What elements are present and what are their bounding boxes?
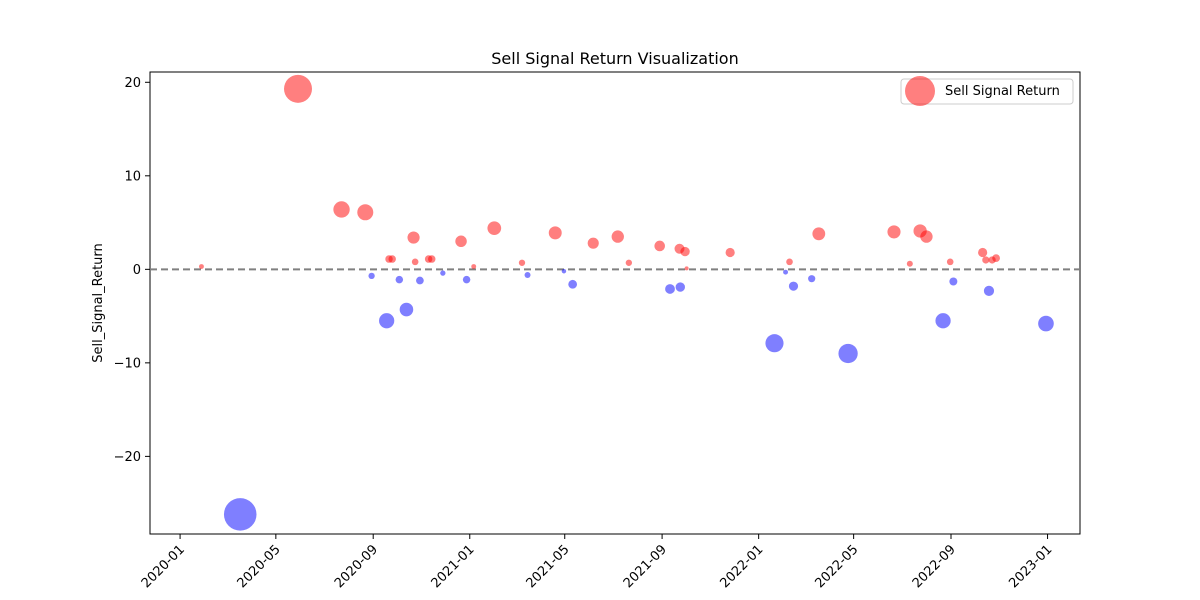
y-tick-label: 0 <box>133 263 141 278</box>
data-point <box>992 254 1000 262</box>
plot-area <box>149 71 1081 535</box>
data-point <box>471 264 477 269</box>
data-point <box>920 230 933 243</box>
data-point <box>524 271 531 278</box>
data-point <box>399 302 414 317</box>
data-point <box>838 343 858 364</box>
data-point <box>946 258 954 266</box>
data-point <box>675 282 685 292</box>
x-tick-label: 2020-09 <box>332 542 381 591</box>
y-axis: −20 −10 0 10 20 <box>114 76 150 465</box>
data-points <box>198 74 1054 531</box>
data-point <box>935 313 951 329</box>
data-point <box>587 237 599 249</box>
x-tick-label: 2022-09 <box>910 542 959 591</box>
data-point <box>684 266 689 271</box>
data-point <box>407 231 420 244</box>
plot-frame <box>149 71 1081 535</box>
x-tick-label: 2021-09 <box>621 542 670 591</box>
data-point <box>548 226 562 240</box>
data-point <box>223 498 257 531</box>
data-point <box>611 230 624 243</box>
legend-marker <box>905 76 935 106</box>
data-point <box>357 204 374 221</box>
data-point <box>284 74 313 103</box>
legend-label: Sell Signal Return <box>945 84 1060 99</box>
data-point <box>368 272 375 280</box>
data-point <box>411 258 419 266</box>
data-point <box>765 334 784 353</box>
data-point <box>198 264 204 269</box>
y-tick-label: −20 <box>114 450 141 465</box>
data-point <box>983 285 995 296</box>
data-point <box>518 259 526 266</box>
data-point <box>416 276 424 285</box>
legend: Sell Signal Return <box>900 76 1074 106</box>
data-point <box>455 235 467 248</box>
data-point <box>333 201 350 218</box>
x-tick-label: 2021-01 <box>429 542 478 591</box>
x-tick-label: 2022-05 <box>812 542 861 591</box>
data-point <box>680 246 690 257</box>
y-axis-label: Sell_Signal_Return <box>91 243 106 363</box>
x-tick-label: 2022-01 <box>717 542 766 591</box>
y-tick-label: 20 <box>124 76 141 91</box>
chart-title: Sell Signal Return Visualization <box>491 49 738 68</box>
data-point <box>654 240 666 252</box>
data-point <box>887 225 901 239</box>
data-point <box>812 227 826 241</box>
data-point <box>906 260 913 267</box>
data-point <box>568 279 578 289</box>
data-point <box>788 281 799 291</box>
data-point <box>725 247 735 258</box>
data-point <box>428 255 436 263</box>
data-point <box>487 221 502 236</box>
y-tick-label: 10 <box>124 169 141 184</box>
x-axis: 2020-01 2020-05 2020-09 2021-01 2021-05 2021-… <box>139 534 1055 591</box>
data-point <box>388 255 396 263</box>
data-point <box>625 259 633 266</box>
data-point <box>982 256 990 264</box>
y-tick-label: −10 <box>114 356 141 371</box>
data-point <box>440 270 446 276</box>
data-point <box>808 275 816 283</box>
x-tick-label: 2020-05 <box>235 542 284 591</box>
x-tick-label: 2020-01 <box>139 542 188 591</box>
data-point <box>395 275 404 284</box>
data-point <box>949 277 958 286</box>
data-point <box>665 284 675 294</box>
data-point <box>462 275 471 284</box>
legend-box <box>900 78 1074 105</box>
data-point <box>783 269 789 275</box>
data-point <box>561 268 567 274</box>
data-point <box>978 247 988 258</box>
x-tick-label: 2021-05 <box>524 542 573 591</box>
data-point <box>1038 315 1054 332</box>
x-tick-label: 2023-01 <box>1006 542 1055 591</box>
data-point <box>786 258 793 266</box>
data-point <box>379 313 395 329</box>
